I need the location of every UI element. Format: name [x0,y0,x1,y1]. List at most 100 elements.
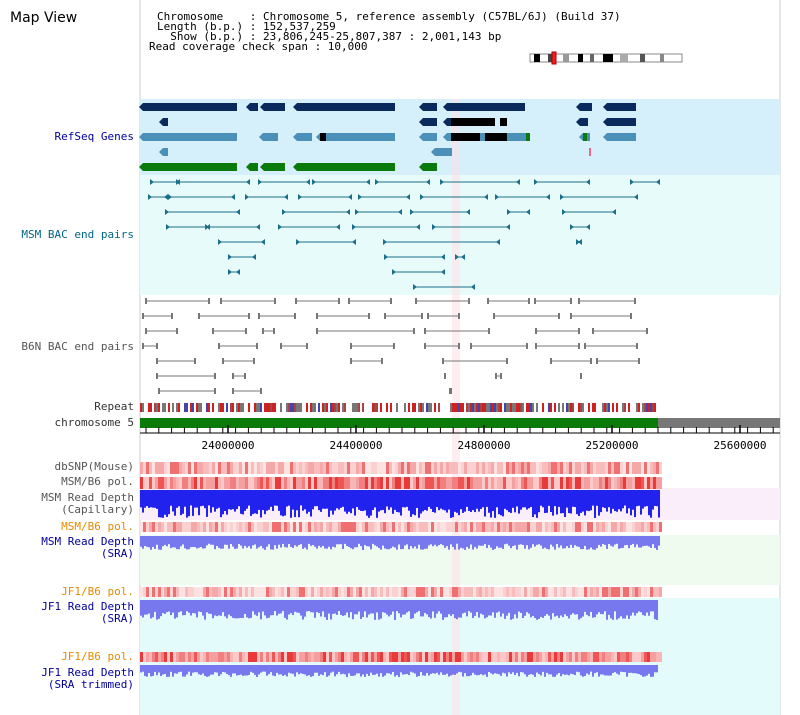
read-depth-bar [222,536,224,549]
read-depth-bar [398,490,400,513]
heatmap-cell [644,477,647,489]
read-depth-bar [650,536,652,548]
msm-bac-end [466,209,470,215]
read-depth-bar [268,600,270,618]
heatmap-cell [269,522,272,532]
label-jf1-depth-trimmed[interactable]: JF1 Read Depth [41,666,134,679]
heatmap-cell [659,522,662,532]
read-depth-bar [462,600,464,614]
heatmap-cell [470,652,473,662]
label-jf1-b6-pol-2[interactable]: JF1/B6 pol. [61,650,134,663]
read-depth-bar [390,665,392,675]
heatmap-cell [647,652,650,662]
read-depth-bar [562,536,564,549]
heatmap-cell [218,587,221,597]
heatmap-cell [404,477,407,489]
read-depth-bar [604,536,606,545]
heatmap-cell [377,652,380,662]
read-depth-bar [308,600,310,612]
heatmap-cell [530,462,533,474]
chromosome-ideogram[interactable] [529,51,683,65]
heatmap-cell [167,477,170,489]
heatmap-cell [605,652,608,662]
read-depth-bar [654,665,656,673]
read-depth-bar [356,665,358,674]
msm-bac-end [306,179,310,185]
label-refseq-genes[interactable]: RefSeq Genes [54,130,134,143]
repeat-element [638,403,640,412]
label-msm-bac[interactable]: MSM BAC end pairs [21,228,134,241]
read-depth-bar [444,490,446,511]
read-depth-bar [150,665,152,677]
heatmap-cell [197,587,200,597]
msm-bac-end [176,179,180,185]
heatmap-cell [392,652,395,662]
read-depth-bar [258,600,260,613]
label-msm-depth-capillary[interactable]: MSM Read Depth [41,491,134,504]
read-depth-bar [252,536,254,546]
heatmap-cell [545,652,548,662]
heatmap-cell [476,462,479,474]
heatmap-cell [494,477,497,489]
read-depth-bar [470,600,472,613]
heatmap-cell [656,587,659,597]
label-msm-depth-sra-sub: (SRA) [100,547,134,560]
label-chromosome[interactable]: chromosome 5 [54,416,134,429]
read-depth-bar [476,536,478,549]
signal-tracks[interactable] [140,462,662,677]
label-b6n-bac[interactable]: B6N BAC end pairs [21,340,134,353]
read-depth-bar [192,665,194,673]
b6n-bac-end [218,343,220,349]
heatmap-cell [530,587,533,597]
ideogram-position-marker[interactable] [551,51,557,65]
heatmap-cell [275,522,278,532]
repeat-element [310,403,312,412]
repeat-track[interactable] [140,403,656,412]
heatmap-cell [590,587,593,597]
refseq-genes-track[interactable] [139,103,636,171]
label-msm-depth-sra[interactable]: MSM Read Depth [41,535,134,548]
read-depth-bar [336,600,338,615]
ideogram-band [534,54,540,62]
read-depth-bar [268,665,270,675]
read-depth-bar [434,536,436,545]
heatmap-cell [650,462,653,474]
msm-bac-track[interactable] [148,179,660,290]
label-jf1-depth-sra[interactable]: JF1 Read Depth [41,600,134,613]
read-depth-bar [296,600,298,613]
read-depth-bar [460,600,462,618]
b6n-bac-track[interactable] [142,298,648,394]
heatmap-cell [653,587,656,597]
heatmap-cell [296,652,299,662]
read-depth-bar [374,536,376,546]
chromosome-bar-uncovered[interactable] [658,418,780,428]
heatmap-cell [497,477,500,489]
read-depth-bar [586,536,588,550]
label-repeat[interactable]: Repeat [94,400,134,413]
label-dbsnp[interactable]: dbSNP(Mouse) [54,460,134,473]
label-msm-b6-pol-sra[interactable]: MSM/B6 pol. [61,520,134,533]
read-depth-bar [340,536,342,545]
msm-bac-end [420,194,424,200]
label-msm-b6-pol[interactable]: MSM/B6 pol. [61,475,134,488]
heatmap-cell [317,522,320,532]
heatmap-cell [473,477,476,489]
gene-exon [163,118,168,126]
heatmap-cell [200,477,203,489]
heatmap-cell [368,587,371,597]
read-depth-bar [478,665,480,676]
heatmap-cell [221,462,224,474]
read-depth-bar [338,490,340,510]
heatmap-cell [653,462,656,474]
gene-exon [607,118,636,126]
heatmap-cell [509,652,512,662]
read-depth-bar [508,665,510,673]
label-jf1-b6-pol[interactable]: JF1/B6 pol. [61,585,134,598]
read-depth-bar [572,536,574,548]
read-depth-bar [182,490,184,514]
heatmap-cell [428,522,431,532]
chromosome-bar-covered[interactable] [140,418,658,428]
read-depth-bar [364,600,366,612]
read-depth-bar [342,536,344,549]
